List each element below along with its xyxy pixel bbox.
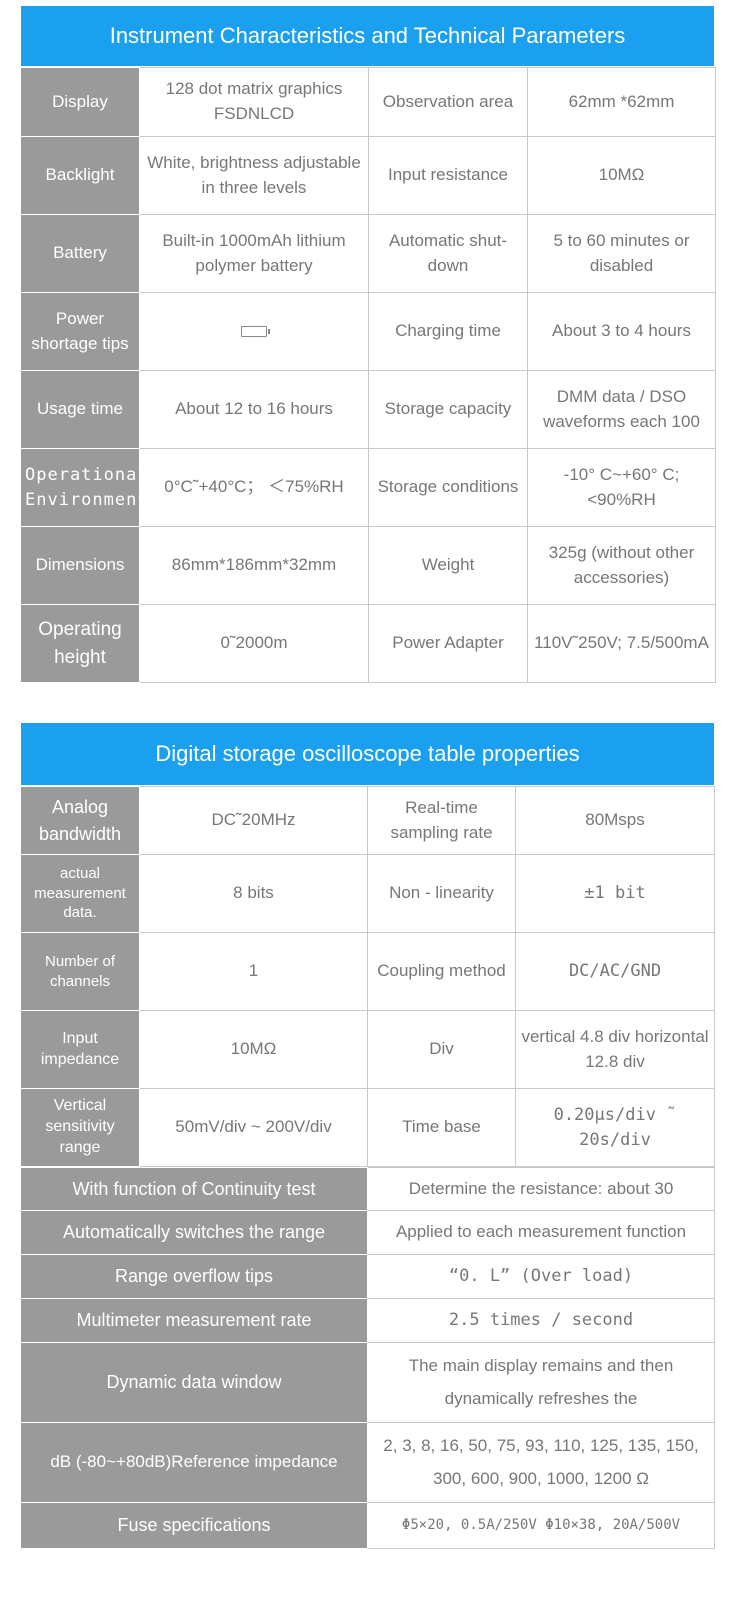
row-label-secondary: Power Adapter <box>368 604 528 683</box>
row-label-secondary: Real-time sampling rate <box>367 786 516 855</box>
battery-low-icon <box>241 326 270 338</box>
row-value: Determine the resistance: about 30 <box>367 1167 715 1211</box>
row-label-secondary: Time base <box>367 1088 516 1167</box>
row-label: Automatically switches the range <box>20 1210 368 1255</box>
table-row: Backlight White, brightness adjustable i… <box>20 136 716 215</box>
row-value-secondary: DMM data / DSO waveforms each 100 <box>527 370 716 449</box>
row-label: dB (-80~+80dB)Reference impedance <box>20 1422 368 1503</box>
section2-header: Digital storage oscilloscope table prope… <box>21 723 714 785</box>
row-value-secondary: vertical 4.8 div horizontal 12.8 div <box>515 1010 715 1089</box>
row-value-secondary: 10MΩ <box>527 136 716 215</box>
row-label: Multimeter measurement rate <box>20 1298 368 1343</box>
section1-header: Instrument Characteristics and Technical… <box>21 6 714 66</box>
row-value-secondary: 0.20μs/div ˜ 20s/div <box>515 1088 715 1167</box>
table-row: Battery Built-in 1000mAh lithium polymer… <box>20 214 716 293</box>
row-value: The main display remains and then dynami… <box>367 1342 715 1423</box>
table-row: Fuse specifications Φ5×20, 0.5A/250V Φ10… <box>20 1502 715 1549</box>
row-value-secondary: 5 to 60 minutes or disabled <box>527 214 716 293</box>
row-label-secondary: Non - linearity <box>367 854 516 933</box>
row-label: Display <box>20 67 140 137</box>
row-value: 0°C˜+40°C； ＜75%RH <box>139 448 369 527</box>
row-label-secondary: Observation area <box>368 67 528 137</box>
section2-title: Digital storage oscilloscope table prope… <box>155 741 580 766</box>
row-value-secondary: 80Msps <box>515 786 715 855</box>
row-label: Analog bandwidth <box>20 786 140 855</box>
instrument-parameters-table: Display 128 dot matrix graphics FSDNLCD … <box>20 67 716 683</box>
row-value: Built-in 1000mAh lithium polymer battery <box>139 214 369 293</box>
row-label-secondary: Automatic shut-down <box>368 214 528 293</box>
row-value-secondary: ±1 bit <box>515 854 715 933</box>
section1-title: Instrument Characteristics and Technical… <box>109 23 626 48</box>
table-row: Vertical sensitivity range 50mV/div ~ 20… <box>20 1088 715 1167</box>
row-label-secondary: Storage capacity <box>368 370 528 449</box>
row-label: Number of channels <box>20 932 140 1011</box>
table-row: Range overflow tips “0. L” (Over load) <box>20 1254 715 1299</box>
table-row: Operational Environment 0°C˜+40°C； ＜75%R… <box>20 448 716 527</box>
multimeter-properties-table: With function of Continuity test Determi… <box>20 1167 715 1549</box>
row-label-secondary: Weight <box>368 526 528 605</box>
row-value-secondary: About 3 to 4 hours <box>527 292 716 371</box>
table-row: dB (-80~+80dB)Reference impedance 2, 3, … <box>20 1422 715 1503</box>
row-value-secondary: DC/AC/GND <box>515 932 715 1011</box>
row-value-secondary: 110V˜250V; 7.5/500mA <box>527 604 716 683</box>
row-label: Operating height <box>20 604 140 683</box>
oscilloscope-properties-table: Analog bandwidth DC˜20MHz Real-time samp… <box>20 786 715 1167</box>
table-row: Usage time About 12 to 16 hours Storage … <box>20 370 716 449</box>
table-row: Display 128 dot matrix graphics FSDNLCD … <box>20 67 716 137</box>
row-label: Fuse specifications <box>20 1502 368 1549</box>
row-label: Dynamic data window <box>20 1342 368 1423</box>
row-label: actual measurement data. <box>20 854 140 933</box>
row-value: White, brightness adjustable in three le… <box>139 136 369 215</box>
row-value: Applied to each measurement function <box>367 1210 715 1255</box>
row-label: Operational Environment <box>20 448 140 527</box>
row-value: Φ5×20, 0.5A/250V Φ10×38, 20A/500V <box>367 1502 715 1549</box>
row-label-secondary: Input resistance <box>368 136 528 215</box>
row-value: 0˜2000m <box>139 604 369 683</box>
table-row: Analog bandwidth DC˜20MHz Real-time samp… <box>20 786 715 855</box>
row-value: 10MΩ <box>139 1010 368 1089</box>
row-label-secondary: Div <box>367 1010 516 1089</box>
row-value: 8 bits <box>139 854 368 933</box>
row-value: About 12 to 16 hours <box>139 370 369 449</box>
row-value: 86mm*186mm*32mm <box>139 526 369 605</box>
row-label-secondary: Storage conditions <box>368 448 528 527</box>
row-value: 1 <box>139 932 368 1011</box>
row-value: “0. L” (Over load) <box>367 1254 715 1299</box>
table-row: Input impedance 10MΩ Div vertical 4.8 di… <box>20 1010 715 1089</box>
row-value-secondary: -10° C~+60° C; <90%RH <box>527 448 716 527</box>
row-label: Input impedance <box>20 1010 140 1089</box>
table-row: actual measurement data. 8 bits Non - li… <box>20 854 715 933</box>
row-value: 128 dot matrix graphics FSDNLCD <box>139 67 369 137</box>
row-value: 2, 3, 8, 16, 50, 75, 93, 110, 125, 135, … <box>367 1422 715 1503</box>
row-value: 50mV/div ~ 200V/div <box>139 1088 368 1167</box>
row-label: Usage time <box>20 370 140 449</box>
table-row: Operating height 0˜2000m Power Adapter 1… <box>20 604 716 683</box>
table-row: Automatically switches the range Applied… <box>20 1210 715 1255</box>
row-value-secondary: 62mm *62mm <box>527 67 716 137</box>
row-label-secondary: Coupling method <box>367 932 516 1011</box>
row-value-secondary: 325g (without other accessories) <box>527 526 716 605</box>
row-label: Range overflow tips <box>20 1254 368 1299</box>
table-row: With function of Continuity test Determi… <box>20 1167 715 1211</box>
row-label: Power shortage tips <box>20 292 140 371</box>
row-value: DC˜20MHz <box>139 786 368 855</box>
table-row: Multimeter measurement rate 2.5 times / … <box>20 1298 715 1343</box>
row-label: With function of Continuity test <box>20 1167 368 1211</box>
row-label-secondary: Charging time <box>368 292 528 371</box>
row-label: Dimensions <box>20 526 140 605</box>
row-label: Backlight <box>20 136 140 215</box>
table-row: Dimensions 86mm*186mm*32mm Weight 325g (… <box>20 526 716 605</box>
row-value: 2.5 times / second <box>367 1298 715 1343</box>
table-row: Number of channels 1 Coupling method DC/… <box>20 932 715 1011</box>
row-value <box>139 292 369 371</box>
row-label: Vertical sensitivity range <box>20 1088 140 1167</box>
table-row: Power shortage tips Charging time About … <box>20 292 716 371</box>
table-row: Dynamic data window The main display rem… <box>20 1342 715 1423</box>
row-label: Battery <box>20 214 140 293</box>
